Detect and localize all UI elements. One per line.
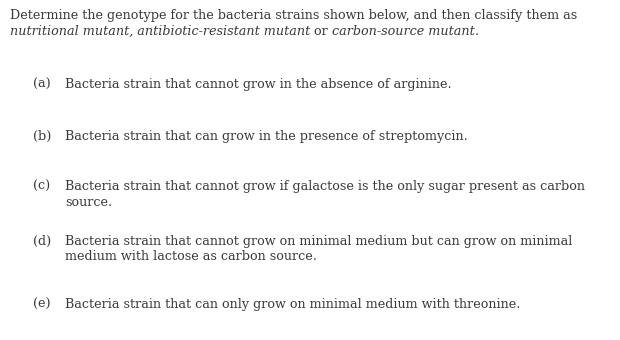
Text: Bacteria strain that cannot grow on minimal medium but can grow on minimal: Bacteria strain that cannot grow on mini…	[65, 235, 572, 248]
Text: Bacteria strain that can grow in the presence of streptomycin.: Bacteria strain that can grow in the pre…	[65, 130, 467, 143]
Text: (e): (e)	[33, 298, 51, 311]
Text: (a): (a)	[33, 78, 51, 91]
Text: Bacteria strain that cannot grow in the absence of arginine.: Bacteria strain that cannot grow in the …	[65, 78, 451, 91]
Text: source.: source.	[65, 195, 112, 208]
Text: .: .	[475, 25, 479, 38]
Text: (c): (c)	[33, 180, 50, 193]
Text: medium with lactose as carbon source.: medium with lactose as carbon source.	[65, 251, 317, 264]
Text: Determine the genotype for the bacteria strains shown below, and then classify t: Determine the genotype for the bacteria …	[10, 9, 577, 22]
Text: (b): (b)	[33, 130, 51, 143]
Text: or: or	[310, 25, 332, 38]
Text: Bacteria strain that can only grow on minimal medium with threonine.: Bacteria strain that can only grow on mi…	[65, 298, 520, 311]
Text: carbon-source mutant: carbon-source mutant	[332, 25, 475, 38]
Text: (d): (d)	[33, 235, 51, 248]
Text: Bacteria strain that cannot grow if galactose is the only sugar present as carbo: Bacteria strain that cannot grow if gala…	[65, 180, 585, 193]
Text: nutritional mutant, antibiotic-resistant mutant: nutritional mutant, antibiotic-resistant…	[10, 25, 310, 38]
